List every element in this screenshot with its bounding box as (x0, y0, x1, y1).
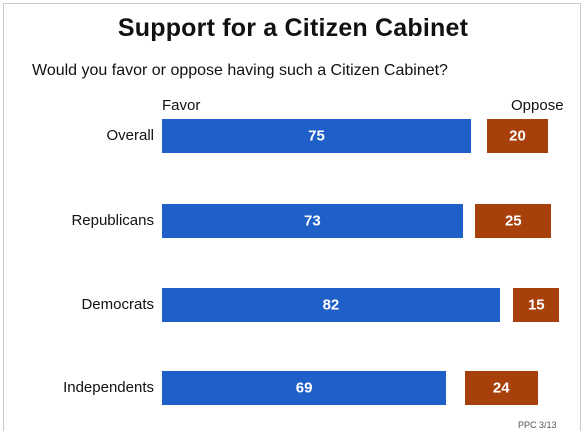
oppose-column-header: Oppose (511, 97, 564, 114)
oppose-bar-overall: 20 (487, 119, 548, 153)
source-note: PPC 3/13 (518, 420, 557, 430)
favor-value-label-democrats: 82 (322, 296, 340, 314)
chart-title: Support for a Citizen Cabinet (117, 14, 469, 42)
favor-bar-democrats: 82 (162, 288, 500, 322)
category-label-republicans: Republicans (71, 212, 154, 229)
chart-frame (3, 3, 581, 431)
favor-value-label-republicans: 73 (304, 212, 321, 230)
oppose-value-label-republicans: 25 (504, 212, 522, 230)
oppose-value-label-independents: 24 (492, 379, 510, 397)
oppose-value-label-overall: 20 (509, 127, 526, 145)
oppose-bar-independents: 24 (464, 371, 538, 405)
oppose-value-label-democrats: 15 (527, 296, 545, 314)
oppose-bar-republicans: 25 (475, 204, 552, 238)
favor-value-label-independents: 69 (295, 379, 313, 397)
favor-bar-republicans: 73 (162, 204, 463, 238)
category-label-democrats: Democrats (81, 296, 154, 313)
chart-subtitle: Would you favor or oppose having such a … (32, 62, 448, 79)
favor-column-header: Favor (162, 97, 201, 114)
favor-bar-independents: 69 (162, 371, 447, 405)
category-label-independents: Independents (63, 379, 154, 396)
category-label-overall: Overall (106, 127, 154, 144)
favor-bar-overall: 75 (162, 119, 471, 153)
oppose-bar-democrats: 15 (513, 288, 560, 322)
favor-value-label-overall: 75 (308, 127, 325, 145)
